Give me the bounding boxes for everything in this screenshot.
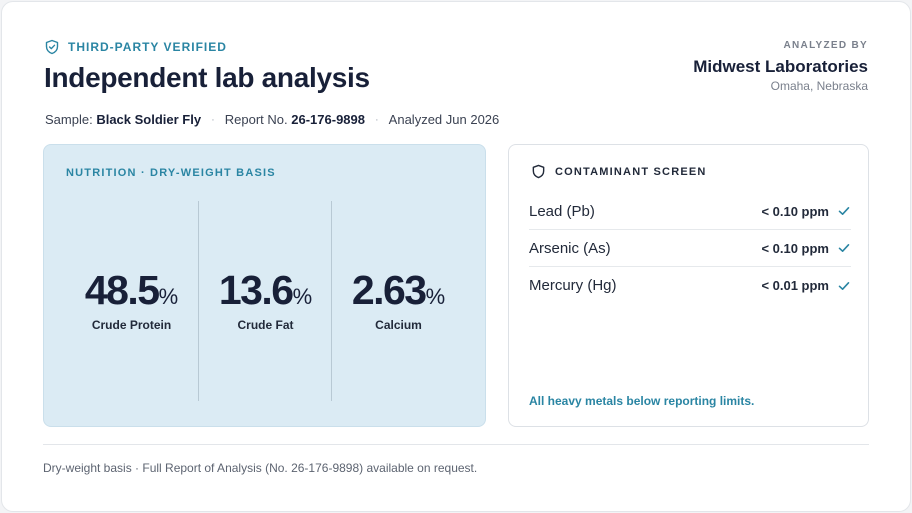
shield-icon — [531, 164, 546, 179]
metric-label: Calcium — [375, 318, 422, 332]
contaminant-panel: CONTAMINANT SCREEN Lead (Pb) < 0.10 ppm … — [508, 144, 869, 427]
contaminant-amount: < 0.01 ppm — [761, 278, 829, 293]
meta-separator: · — [375, 113, 379, 126]
verified-label: THIRD-PARTY VERIFIED — [68, 40, 227, 54]
metric-divider — [331, 201, 332, 401]
contaminant-name: Arsenic (As) — [529, 239, 611, 257]
contaminant-row-arsenic: Arsenic (As) < 0.10 ppm — [529, 230, 851, 267]
sample-label: Sample: — [45, 112, 93, 127]
contaminant-heading-label: CONTAMINANT SCREEN — [555, 165, 707, 178]
contaminant-list: Lead (Pb) < 0.10 ppm Arsenic (As) < 0.10… — [529, 193, 851, 304]
contaminant-row-lead: Lead (Pb) < 0.10 ppm — [529, 193, 851, 230]
lab-info: ANALYZED BY Midwest Laboratories Omaha, … — [693, 40, 868, 93]
meta-separator: · — [211, 113, 215, 126]
metric-label: Crude Protein — [91, 318, 172, 332]
lab-location: Omaha, Nebraska — [770, 79, 868, 93]
contaminant-row-mercury: Mercury (Hg) < 0.01 ppm — [529, 267, 851, 304]
check-icon — [837, 241, 851, 255]
metric-crude-protein: 48.5% Crude Protein — [65, 267, 198, 332]
nutrition-heading: NUTRITION · DRY-WEIGHT BASIS — [66, 167, 276, 179]
metric-unit: % — [425, 284, 446, 309]
shield-check-icon — [44, 39, 60, 55]
analyzed-date: Analyzed Jun 2026 — [388, 112, 500, 127]
check-icon — [837, 279, 851, 293]
metric-value: 2.63% — [351, 267, 446, 313]
lab-name: Midwest Laboratories — [693, 57, 868, 76]
contaminant-name: Mercury (Hg) — [529, 277, 617, 294]
sample-value: Black Soldier Fly — [96, 112, 202, 127]
report-label: Report No. — [224, 112, 288, 127]
sample-meta: Sample: Black Soldier Fly · Report No. 2… — [45, 112, 499, 127]
metric-divider — [198, 201, 199, 401]
footer-note: Dry-weight basis · Full Report of Analys… — [43, 461, 478, 475]
contaminant-amount: < 0.10 ppm — [761, 203, 829, 219]
metric-crude-fat: 13.6% Crude Fat — [199, 267, 332, 332]
contaminant-heading: CONTAMINANT SCREEN — [531, 164, 707, 179]
nutrition-panel: NUTRITION · DRY-WEIGHT BASIS 48.5% Crude… — [43, 144, 486, 427]
metric-unit: % — [158, 284, 179, 309]
verified-badge: THIRD-PARTY VERIFIED — [44, 39, 227, 55]
metric-label: Crude Fat — [237, 318, 294, 332]
report-value: 26-176-9898 — [291, 112, 365, 127]
metric-value: 13.6% — [218, 267, 313, 313]
metric-unit: % — [292, 284, 313, 309]
metric-value: 48.5% — [84, 267, 179, 313]
contaminant-name: Lead (Pb) — [529, 202, 595, 220]
page-title: Independent lab analysis — [44, 62, 370, 93]
contaminant-note: All heavy metals below reporting limits. — [529, 394, 755, 408]
analyzed-by-label: ANALYZED BY — [783, 40, 868, 51]
contaminant-amount: < 0.10 ppm — [761, 240, 829, 256]
check-icon — [837, 204, 851, 218]
footer-divider — [43, 444, 869, 445]
metric-calcium: 2.63% Calcium — [332, 267, 465, 332]
